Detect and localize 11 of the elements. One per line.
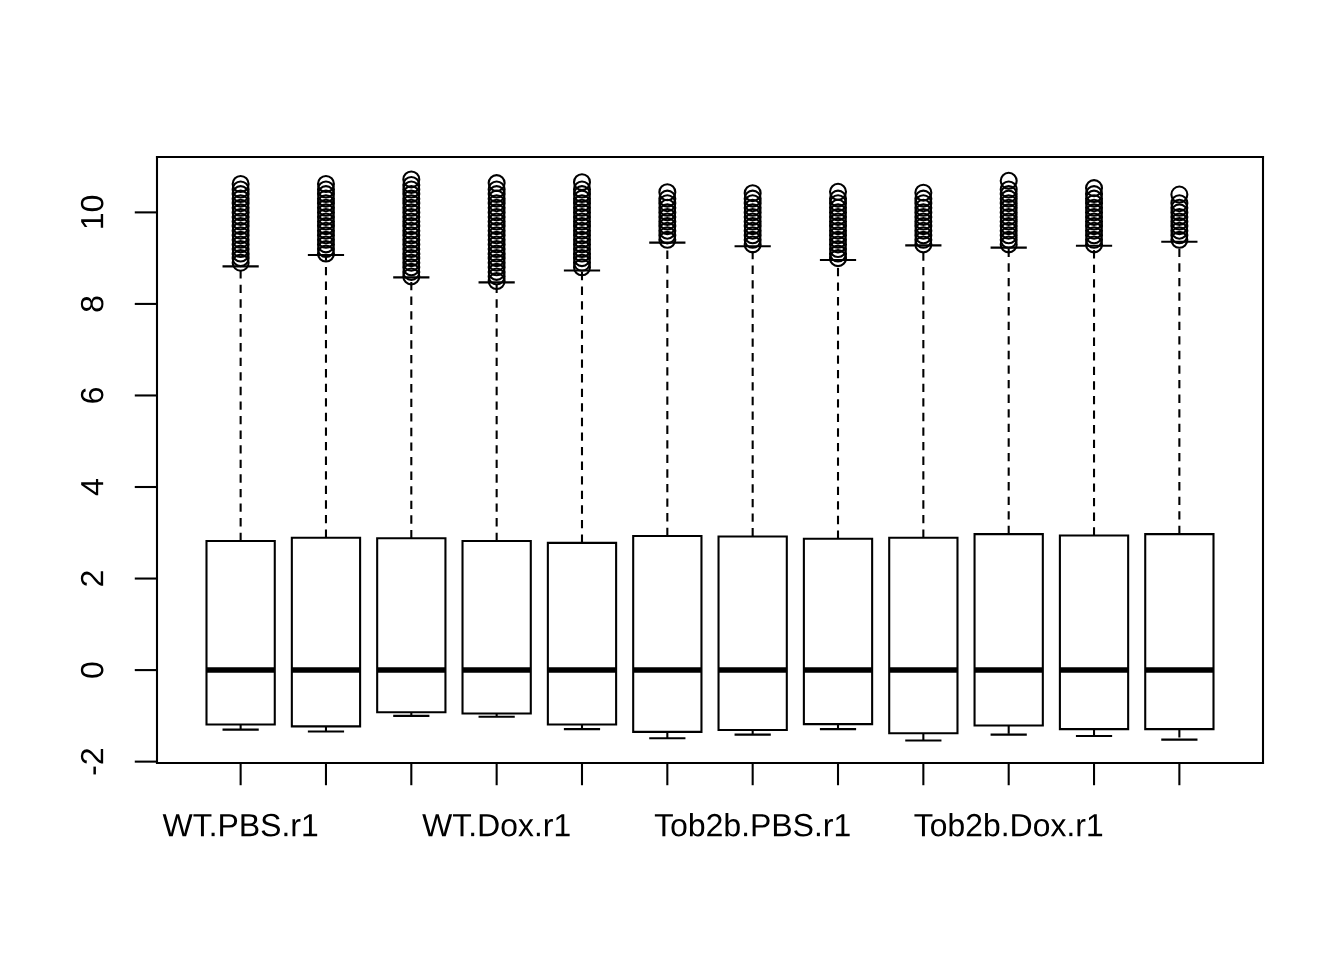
y-tick-label: -2: [80, 749, 104, 775]
x-tick-label: WT.PBS.r1: [162, 813, 318, 837]
y-tick-label: 0: [80, 662, 104, 678]
y-tick-label: 4: [81, 479, 104, 496]
x-tick-label: Tob2b.Dox.r1: [914, 813, 1103, 837]
y-tick-label: 2: [80, 571, 104, 586]
y-tick-label: 8: [80, 296, 104, 312]
y-tick-label: 6: [80, 387, 104, 403]
x-tick-label: Tob2b.PBS.r1: [654, 813, 850, 837]
y-tick-label: 10: [80, 195, 104, 228]
x-tick-label: WT.Dox.r1: [422, 814, 570, 837]
